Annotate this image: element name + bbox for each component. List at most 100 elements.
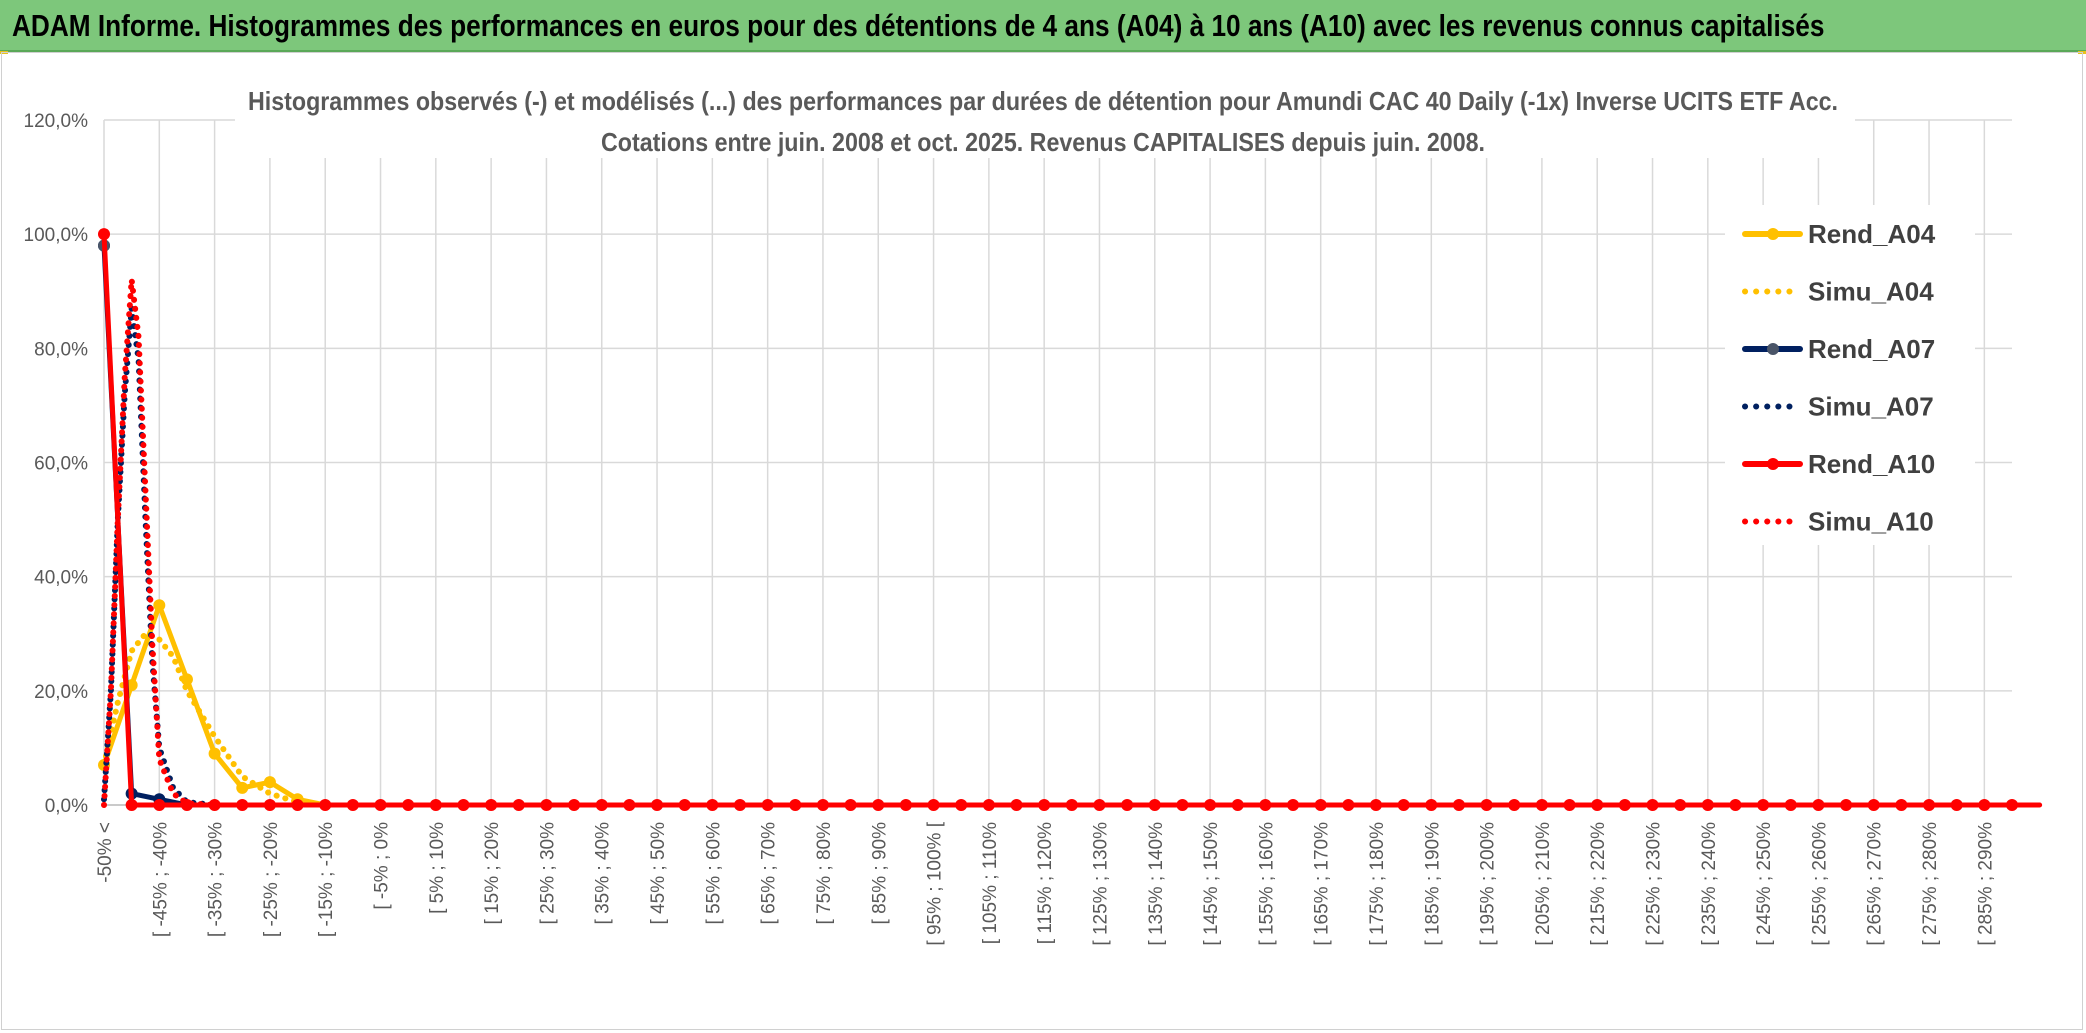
data-point (125, 799, 138, 811)
data-point (955, 799, 968, 811)
data-point (1591, 799, 1604, 811)
data-point (1618, 799, 1631, 811)
data-point (651, 799, 664, 811)
x-tick-label: [ 225% ; 230% (1644, 822, 1665, 946)
data-point (1259, 799, 1272, 811)
y-tick-label: 60,0% (34, 454, 88, 475)
data-point (1065, 799, 1078, 811)
legend-marker (1767, 228, 1779, 240)
chart-frame (1, 52, 2083, 1030)
data-point (236, 799, 249, 811)
x-tick-label: [ 195% ; 200% (1478, 822, 1499, 946)
x-tick-label: [ -35% ; -30% (206, 822, 227, 937)
data-point (1812, 799, 1825, 811)
x-tick-label: [ 135% ; 140% (1146, 822, 1167, 946)
x-tick-label: [ 65% ; 70% (759, 822, 780, 925)
legend-label: Rend_A04 (1808, 219, 1936, 249)
data-point (1867, 799, 1880, 811)
data-point (1646, 799, 1659, 811)
legend-label: Simu_A07 (1808, 392, 1934, 422)
data-point (1757, 799, 1770, 811)
data-point (319, 799, 332, 811)
y-tick-label: 0,0% (45, 796, 88, 817)
series-line-simu-a04 (101, 630, 329, 808)
report-banner: ADAM Informe. Histogrammes des performan… (0, 0, 2086, 52)
x-tick-label: [ 95% ; 100% [ (925, 821, 946, 945)
data-point (1480, 799, 1493, 811)
x-tick-label: [ -15% ; -10% (316, 822, 337, 937)
data-point (429, 799, 442, 811)
x-tick-label: [ 165% ; 170% (1312, 822, 1333, 946)
data-point (1452, 799, 1465, 811)
x-tick-label: [ 115% ; 120% (1035, 822, 1056, 944)
x-tick-label: [ 205% ; 210% (1533, 822, 1554, 946)
data-point (402, 799, 415, 811)
data-point (1729, 799, 1742, 811)
x-tick-label: [ -25% ; -20% (261, 822, 282, 937)
data-point (485, 799, 498, 811)
data-point (1342, 799, 1355, 811)
x-tick-label: [ 235% ; 240% (1699, 822, 1720, 946)
data-point (844, 799, 857, 811)
legend: Rend_A04 Simu_A04 Rend_A07 Simu_A07 Rend_A10… (1742, 219, 1936, 537)
y-tick-label: 100,0% (24, 225, 89, 246)
data-point (1010, 799, 1023, 811)
data-point (1093, 799, 1106, 811)
x-tick-label: [ 85% ; 90% (869, 822, 890, 925)
data-point (1950, 799, 1963, 811)
data-point (263, 799, 276, 811)
data-point (1923, 799, 1936, 811)
y-tick-label: 20,0% (34, 682, 88, 703)
data-point (1535, 799, 1548, 811)
x-tick-label: -50% < (95, 822, 116, 883)
series-group (98, 228, 2043, 811)
data-point (180, 799, 193, 811)
report-title: ADAM Informe. Histogrammes des performan… (12, 8, 1825, 43)
x-tick-label: [ 185% ; 190% (1422, 822, 1443, 946)
data-point (595, 799, 608, 811)
x-tick-label: [ 285% ; 290% (1975, 822, 1996, 946)
data-point (263, 776, 276, 789)
data-point (1370, 799, 1382, 811)
data-point (678, 799, 691, 811)
data-point (982, 799, 995, 811)
legend-marker (1767, 343, 1779, 355)
data-point (1121, 799, 1134, 811)
x-tick-label: [ 55% ; 60% (703, 822, 724, 925)
data-point (236, 781, 249, 794)
x-tick-label: [ 245% ; 250% (1754, 822, 1775, 946)
data-point (1563, 799, 1576, 811)
series-line-simu-a10 (101, 276, 218, 808)
data-point (374, 799, 387, 811)
data-point (1508, 799, 1521, 811)
legend-label: Simu_A10 (1808, 507, 1934, 537)
data-point (761, 799, 774, 811)
data-point (1204, 799, 1217, 811)
x-tick-label: [ 175% ; 180% (1367, 822, 1388, 946)
data-point (1231, 799, 1244, 811)
x-tick-label: [ 275% ; 280% (1920, 822, 1941, 946)
data-point (153, 599, 166, 612)
x-tick-label: [ 155% ; 160% (1256, 822, 1277, 946)
data-point (872, 799, 885, 811)
x-tick-label: [ 25% ; 30% (537, 822, 558, 925)
x-tick-label: [ 105% ; 110% (980, 822, 1001, 944)
data-point (1397, 799, 1410, 811)
data-point (291, 799, 304, 811)
data-point (789, 799, 802, 811)
x-tick-label: [ 5% ; 10% (427, 822, 448, 914)
data-point (816, 799, 829, 811)
data-point (706, 799, 719, 811)
data-point (346, 799, 359, 811)
y-axis: 0,0% 20,0% 40,0% 60,0% 80,0% 100,0% 120,0% (24, 111, 89, 817)
legend-label: Rend_A07 (1808, 334, 1935, 364)
legend-background (1725, 205, 1975, 545)
data-point (1176, 799, 1189, 811)
data-point (1840, 799, 1853, 811)
x-tick-label: [ 265% ; 270% (1865, 822, 1886, 946)
x-axis: -50% < [ -45% ; -40% [ -35% ; -30% [ -25% ;… (95, 821, 1996, 945)
x-tick-label: [ 145% ; 150% (1201, 822, 1222, 946)
data-point (1038, 799, 1051, 811)
data-point (512, 799, 525, 811)
